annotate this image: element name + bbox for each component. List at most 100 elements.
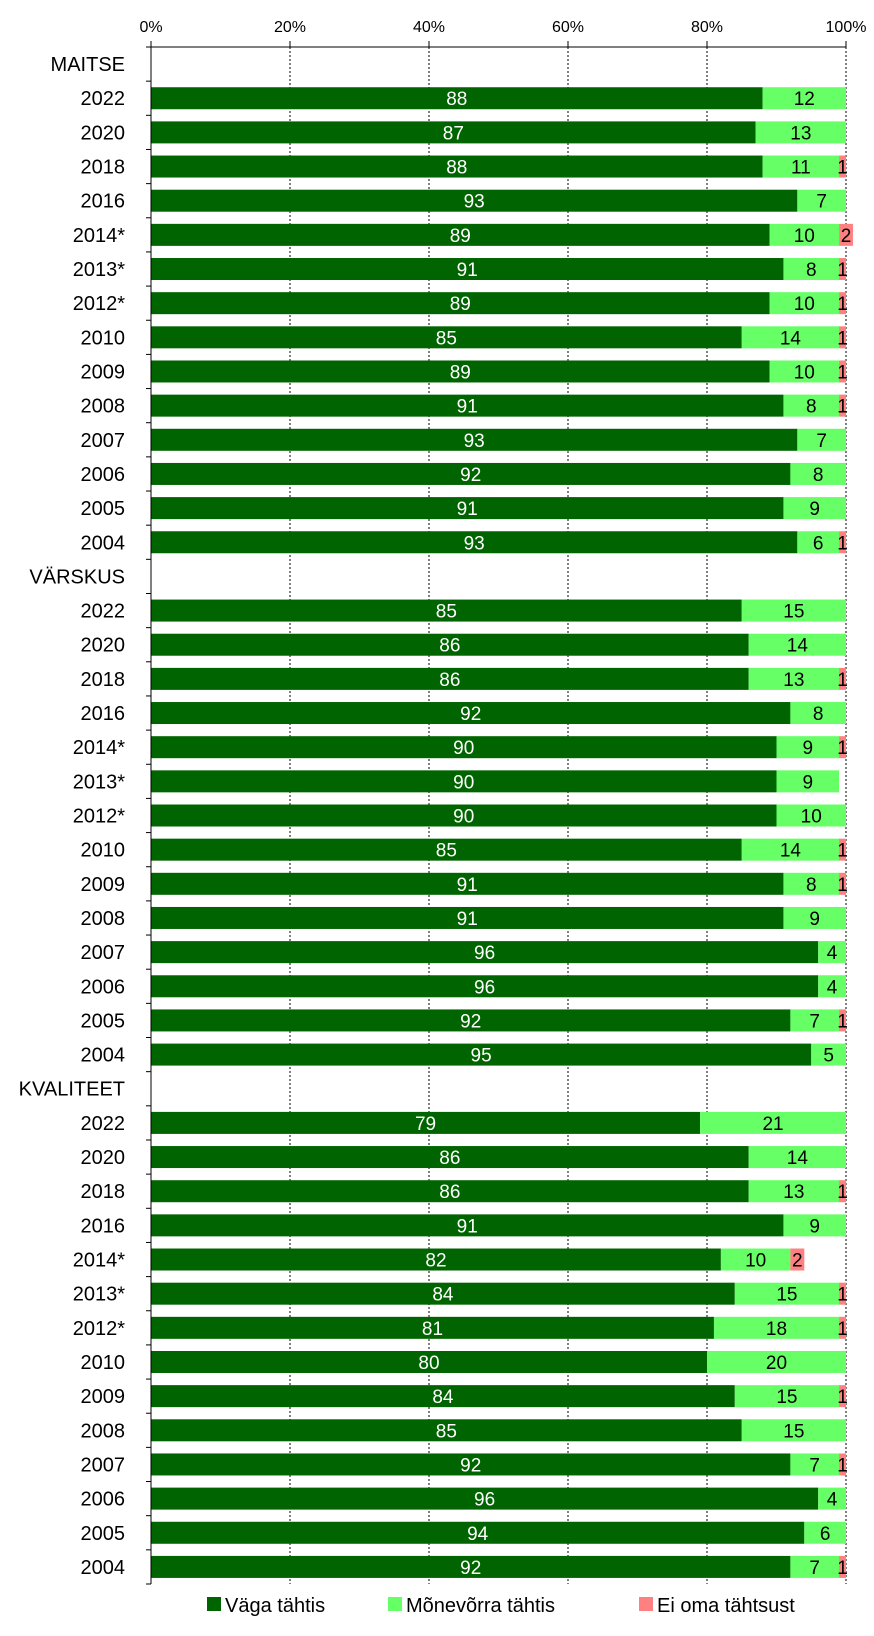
data-label: 8 (806, 397, 817, 418)
bar-segment (151, 872, 784, 895)
data-label: 1 (837, 1455, 848, 1476)
data-label: 11 (791, 158, 811, 179)
bar-segment (713, 1316, 840, 1339)
bar-segment (839, 1180, 846, 1203)
data-label: 13 (783, 1182, 804, 1203)
data-label: 1 (837, 1387, 848, 1408)
data-label: 1 (837, 1285, 848, 1306)
bar-segment (790, 1009, 840, 1032)
bar-segment (818, 1487, 846, 1510)
data-label: 10 (794, 294, 815, 315)
bar-segment (151, 975, 819, 998)
category-label: 2020 (81, 122, 126, 144)
bar-segment (151, 326, 742, 349)
bar-segment (151, 1385, 735, 1408)
data-label: 9 (802, 738, 813, 759)
legend: Väga tähtis Mõnevõrra tähtis Ei oma tähtsu… (207, 1595, 795, 1617)
bar-segment (818, 975, 846, 998)
bar-segment (151, 1146, 749, 1169)
category-label: 2013* (73, 1284, 125, 1306)
category-label: 2006 (81, 976, 126, 998)
data-label: 91 (457, 875, 478, 896)
category-label: 2018 (81, 1181, 126, 1203)
bar-segment (839, 531, 846, 554)
data-label: 10 (794, 226, 815, 247)
data-label: 85 (436, 328, 457, 349)
data-label: 7 (816, 431, 827, 452)
category-label: 2012* (73, 1318, 125, 1340)
bar-segment (151, 189, 798, 212)
bar-segment (804, 1521, 846, 1544)
data-label: 1 (837, 875, 848, 896)
legend-swatch (639, 1597, 653, 1611)
data-label: 14 (787, 1148, 809, 1169)
bar-segment (776, 736, 840, 759)
data-label: 1 (837, 1319, 848, 1340)
group-header: MAITSE (51, 54, 125, 76)
bar-segment (818, 941, 846, 964)
bar-segment (151, 906, 784, 929)
axis-lines (146, 46, 846, 1585)
data-label: 94 (467, 1524, 489, 1545)
bar-segment (151, 258, 784, 281)
data-label: 85 (436, 1421, 457, 1442)
bar-segment (839, 292, 846, 315)
data-label: 9 (809, 1216, 820, 1237)
data-label: 92 (460, 1011, 481, 1032)
category-label: 2020 (81, 1147, 126, 1169)
data-label: 1 (837, 362, 848, 383)
bar-segment (151, 531, 798, 554)
bar-segment (839, 1453, 846, 1476)
data-label: 14 (780, 841, 802, 862)
data-label: 8 (813, 704, 824, 725)
data-label: 13 (783, 670, 804, 691)
legend-label: Ei oma tähtsust (657, 1595, 795, 1617)
category-label: 2022 (81, 88, 126, 110)
data-label: 7 (816, 192, 827, 213)
category-label: 2022 (81, 601, 126, 623)
category-label: 2004 (81, 1557, 126, 1579)
bar-segment (769, 292, 840, 315)
bar-segment (151, 633, 749, 656)
x-tick-label: 0% (139, 19, 162, 36)
data-label: 92 (460, 465, 481, 486)
category-label: 2014* (73, 225, 125, 247)
x-tick-label: 100% (826, 19, 867, 36)
bar-segment (151, 667, 749, 690)
bar-segment (151, 599, 742, 622)
data-label: 10 (794, 362, 815, 383)
data-label: 5 (823, 1046, 834, 1067)
data-label: 91 (457, 397, 478, 418)
category-label: 2014* (73, 1250, 125, 1272)
data-label: 95 (471, 1046, 492, 1067)
data-label: 88 (446, 89, 467, 110)
data-label: 14 (787, 636, 809, 657)
bar-segment (741, 599, 846, 622)
bar-segment (151, 941, 819, 964)
bar-segment (741, 838, 840, 861)
data-label: 1 (837, 294, 848, 315)
bar-segment (748, 1146, 846, 1169)
x-tick-label: 80% (691, 19, 723, 36)
data-label: 7 (809, 1011, 820, 1032)
legend-swatch (207, 1597, 221, 1611)
bar-segment (776, 804, 846, 827)
data-label: 89 (450, 362, 471, 383)
data-label: 7 (809, 1455, 820, 1476)
data-label: 88 (446, 158, 467, 179)
data-label: 86 (439, 670, 460, 691)
data-label: 91 (457, 909, 478, 930)
bar-segment (151, 1316, 714, 1339)
bar-segment (797, 531, 840, 554)
data-label: 13 (790, 123, 811, 144)
data-label: 1 (837, 158, 848, 179)
bar-segment (790, 1453, 840, 1476)
bar-segment (839, 1009, 846, 1032)
category-label: 2008 (81, 908, 126, 930)
data-label: 8 (806, 260, 817, 281)
data-label: 21 (762, 1114, 783, 1135)
bar-segment (151, 1009, 791, 1032)
category-label: 2012* (73, 806, 125, 828)
legend-label: Mõnevõrra tähtis (406, 1595, 555, 1617)
